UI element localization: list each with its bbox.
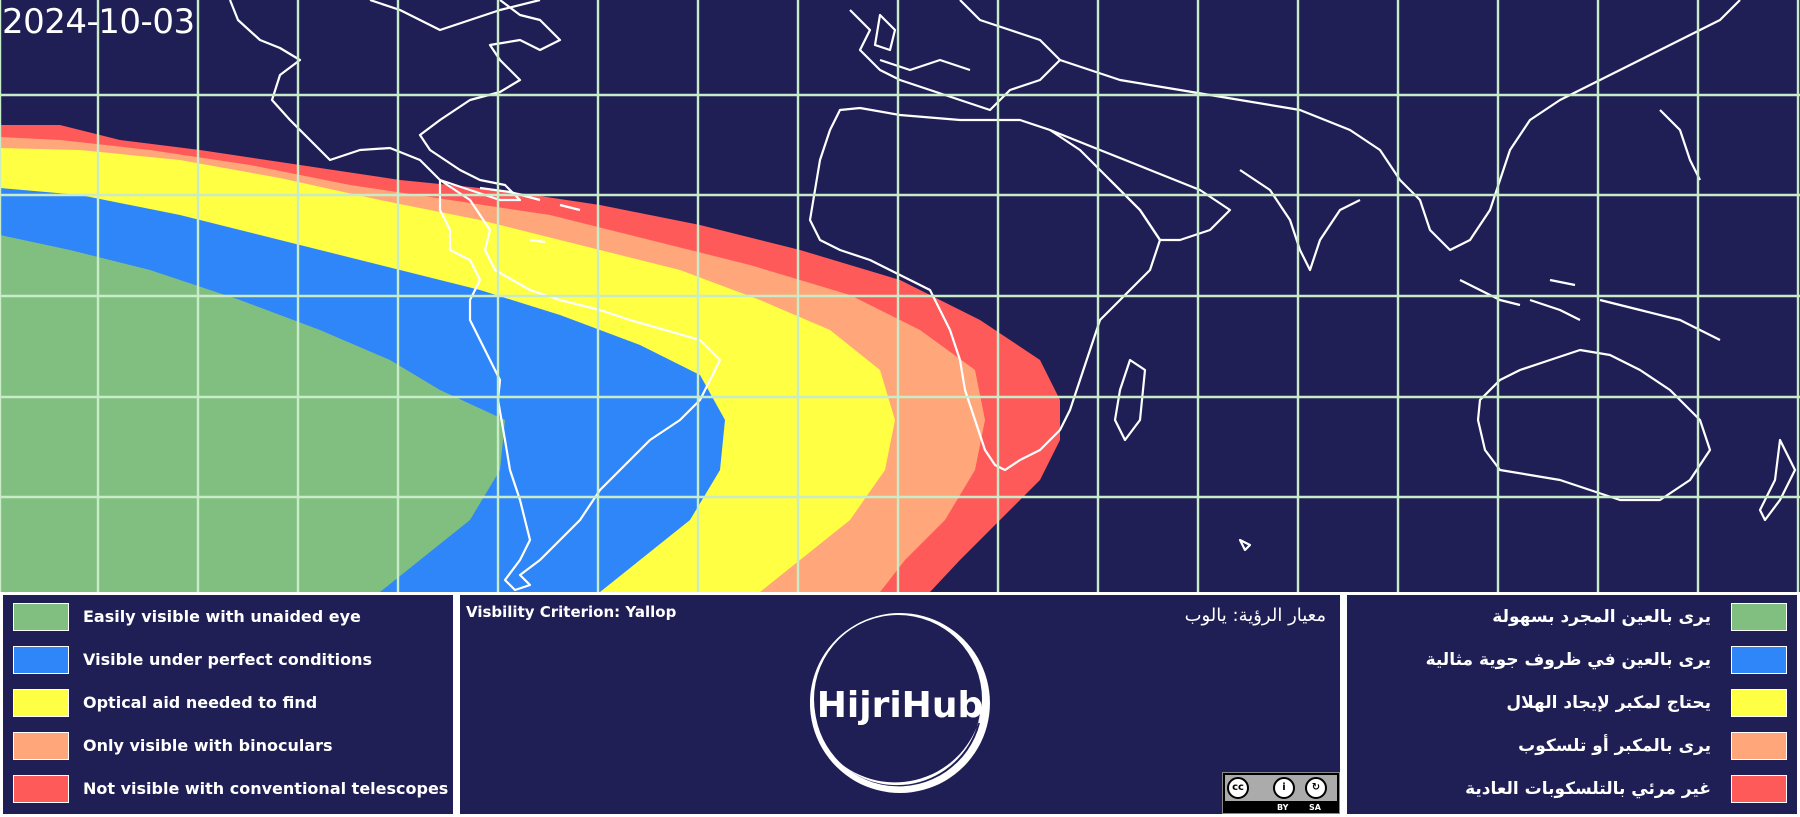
legend-row: Not visible with conventional telescopes — [3, 775, 453, 808]
coastline-caribbean — [479, 186, 581, 244]
coastline-europe — [849, 0, 1062, 112]
legend-swatch — [13, 775, 69, 803]
legend-label: يرى بالمكبر أو تلسكوب — [1518, 736, 1711, 756]
coastline-south-america — [438, 178, 722, 592]
coastline-arabia — [1049, 128, 1232, 242]
visibility-zones — [0, 125, 1060, 592]
legend-row: يرى بالعين في ظروف جوية مثالية — [1347, 646, 1797, 679]
legend-row: يحتاج لمكبر لإيجاد الهلال — [1347, 689, 1797, 722]
legend-english: Easily visible with unaided eye Visible u… — [3, 595, 453, 814]
legend-row: Visible under perfect conditions — [3, 646, 453, 679]
cc-sa-label: SA — [1309, 803, 1321, 812]
cc-by-label: BY — [1277, 803, 1289, 812]
coastline-madagascar — [1113, 358, 1147, 442]
legend-swatch — [13, 646, 69, 674]
coastline-british-isles — [873, 13, 897, 52]
hijrihub-logo: HijriHub — [809, 613, 990, 793]
legend-label: Not visible with conventional telescopes — [83, 779, 449, 798]
legend-label: Optical aid needed to find — [83, 693, 318, 712]
coastline-australia — [1476, 348, 1712, 502]
legend-row: Easily visible with unaided eye — [3, 603, 453, 636]
attribution-icon: i — [1273, 777, 1295, 799]
coastline-japan — [1659, 109, 1701, 181]
legend-swatch — [1731, 689, 1787, 717]
legend-arabic: يرى بالعين المجرد بسهولة يرى بالعين في ظر… — [1347, 595, 1797, 814]
coastline-small-island — [1238, 538, 1252, 552]
map-date: 2024-10-03 — [2, 2, 195, 42]
map-grid — [0, 0, 1800, 592]
legend-row: يرى بالمكبر أو تلسكوب — [1347, 732, 1797, 765]
coastline-africa — [808, 106, 1162, 472]
criterion-label-english: Visbility Criterion: Yallop — [466, 603, 677, 621]
coastline-greenland — [369, 0, 541, 32]
map-canvas — [0, 0, 1800, 592]
logo-text: HijriHub — [816, 685, 984, 726]
legend-row: غير مرئي بالتلسكوبات العادية — [1347, 775, 1797, 808]
legend-swatch — [13, 689, 69, 717]
legend-label: Easily visible with unaided eye — [83, 607, 361, 626]
legend-label: Visible under perfect conditions — [83, 650, 373, 669]
legend-label: غير مرئي بالتلسكوبات العادية — [1465, 779, 1711, 799]
coastline-new-zealand — [1758, 438, 1797, 522]
cc-icon: cc — [1227, 777, 1249, 799]
legend-label: يحتاج لمكبر لإيجاد الهلال — [1506, 693, 1711, 713]
coastline-asia — [1059, 0, 1741, 252]
info-panel: Visbility Criterion: Yallop معيار الرؤية… — [460, 595, 1340, 814]
legend-row: Optical aid needed to find — [3, 689, 453, 722]
legend-row: Only visible with binoculars — [3, 732, 453, 765]
coastline-north-america — [228, 0, 562, 202]
legend-swatch — [13, 732, 69, 760]
legend-row: يرى بالعين المجرد بسهولة — [1347, 603, 1797, 636]
crescent-icon — [809, 613, 990, 793]
legend-swatch — [1731, 775, 1787, 803]
legend-swatch — [1731, 603, 1787, 631]
legend-swatch — [1731, 646, 1787, 674]
coastline-india — [1239, 169, 1361, 272]
legend-label: يرى بالعين المجرد بسهولة — [1492, 607, 1711, 627]
legend-strip: Easily visible with unaided eye Visible u… — [0, 592, 1800, 817]
legend-swatch — [1731, 732, 1787, 760]
legend-swatch — [13, 603, 69, 631]
share-alike-icon: ↻ — [1305, 777, 1327, 799]
visibility-zone — [0, 235, 505, 592]
criterion-label-arabic: معيار الرؤية: يالوب — [1184, 605, 1326, 626]
legend-label: يرى بالعين في ظروف جوية مثالية — [1425, 650, 1711, 670]
legend-label: Only visible with binoculars — [83, 736, 333, 755]
cc-license-badge[interactable]: cc i ↻ BY SA — [1222, 772, 1340, 814]
visibility-map: 2024-10-03 — [0, 0, 1800, 592]
